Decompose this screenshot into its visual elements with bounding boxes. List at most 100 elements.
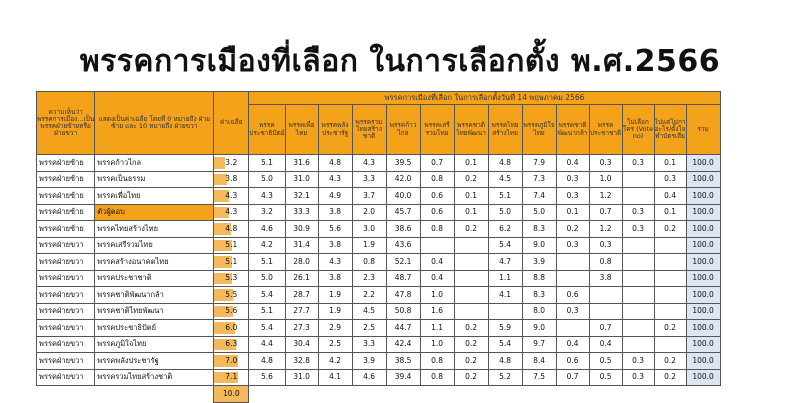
row-value: 5.0 [248,269,286,287]
row-total: 100.0 [685,170,721,188]
row-value: 47.8 [385,286,421,304]
row-side: พรรคฝ่ายขวา [35,253,96,271]
row-value [653,253,687,271]
average-bar [214,371,239,383]
average-value: 4.3 [225,190,238,200]
row-value: 28.0 [284,253,319,271]
row-party: พรรคก้าวไกล [94,154,215,172]
row-value: 5.1 [248,154,286,172]
average-bar [214,256,232,268]
row-value: 4.3 [317,253,353,271]
row-side: พรรคฝ่ายขวา [35,302,96,320]
row-value: 0.5 [588,352,623,370]
row-value [621,302,655,320]
row-value: 4.3 [351,154,387,172]
header-party: พรรคเพื่อไทย [284,104,319,155]
table-row: พรรคฝ่ายขวา พรรคชาติไทยพัฒนา 5.6 5.1 27.7 1.9… [35,302,721,320]
row-value: 5.6 [317,220,353,238]
average-value: 3.2 [225,157,238,167]
row-value: 4.5 [487,170,523,188]
page-title: พรรคการเมืองที่เลือก ในการเลือกตั้ง พ.ศ.… [79,44,721,79]
row-value: 4.8 [487,352,523,370]
row-value: 0.1 [555,203,590,221]
row-value: 30.9 [284,220,319,238]
row-value: 8.3 [521,220,557,238]
average-bar [214,190,229,202]
row-value: 3.8 [588,269,623,287]
row-value: 1.0 [588,170,623,188]
average-bar [214,355,239,367]
row-value: 1.0 [419,335,455,353]
row-value: 2.0 [351,203,387,221]
table-row: พรรคฝ่ายซ้าย ตัวผู้ตอบ 4.3 3.2 33.3 3.8 2.0 45.… [35,203,721,221]
header-party: พรรคพลังประชารัฐ [317,104,353,155]
row-value: 3.3 [351,335,387,353]
row-value: 0.3 [621,220,655,238]
row-value: 28.7 [284,286,319,304]
row-value: 5.4 [248,286,286,304]
row-side: พรรคฝ่ายขวา [35,269,96,287]
row-value: 0.6 [419,187,455,205]
row-value [621,187,655,205]
average-value: 5.3 [225,273,238,283]
row-value: 1.1 [419,319,455,337]
survey-table: ความเห็นว่าพรรคการเมือง...เป็นพรรคฝ่ายซ้… [35,91,721,403]
table-row: พรรคฝ่ายซ้าย พรรคไทยสร้างไทย 4.8 4.6 30.9 5.6… [35,220,721,238]
row-party: พรรคเสรีรวมไทย [94,236,215,254]
row-party: พรรคไทยสร้างไทย [94,220,215,238]
row-value: 0.2 [453,352,489,370]
table-row: พรรคฝ่ายซ้าย พรรคเป็นธรรม 3.8 5.0 31.0 4.3 3.3… [35,170,721,188]
row-value: 0.2 [453,319,489,337]
header-row-1: ความเห็นว่าพรรคการเมือง...เป็นพรรคฝ่ายซ้… [35,91,721,155]
row-value [555,269,590,287]
table-row: พรรคฝ่ายขวา พรรคชาติพัฒนากล้า 5.5 5.4 28.7 1.… [35,286,721,304]
row-value [621,253,655,271]
table-row: พรรคฝ่ายขวา พรรคสร้างอนาคตไทย 5.1 5.1 28.0 4.… [35,253,721,271]
row-party: พรรครวมไทยสร้างชาติ [94,368,215,386]
table-row: พรรคฝ่ายซ้าย พรรคก้าวไกล 3.2 5.1 31.6 4.8 4.3 3… [35,154,721,172]
row-value: 5.4 [248,319,286,337]
average-bar [214,157,226,169]
row-value: 5.1 [487,187,523,205]
row-value: 0.6 [555,352,590,370]
row-value [453,269,489,287]
row-average: 7.1 [213,368,250,386]
row-value: 32.1 [284,187,319,205]
row-value: 0.2 [653,220,687,238]
row-value: 2.3 [351,269,387,287]
average-bar [214,239,232,251]
row-value: 0.8 [419,170,455,188]
row-total: 100.0 [685,220,721,238]
average-value: 5.6 [225,306,238,316]
row-value: 0.7 [588,319,623,337]
row-value: 27.7 [284,302,319,320]
row-value: 3.3 [351,170,387,188]
row-value [487,302,523,320]
row-value: 0.3 [588,154,623,172]
header-party: พรรคประชาชาติ [588,104,623,155]
average-bar [214,338,236,350]
row-value: 5.4 [487,335,523,353]
row-value: 26.1 [284,269,319,287]
row-value: 39.4 [385,368,421,386]
row-average: 4.3 [213,187,250,205]
row-total: 100.0 [685,319,721,337]
row-value: 0.8 [419,220,455,238]
row-value: 4.4 [248,335,286,353]
average-bar [214,173,228,185]
row-value: 5.0 [248,170,286,188]
row-value [588,302,623,320]
row-value: 0.3 [555,302,590,320]
row-value [653,286,687,304]
header-side: ความเห็นว่าพรรคการเมือง...เป็นพรรคฝ่ายซ้… [35,91,96,155]
average-value: 4.3 [225,207,238,217]
row-value: 8.0 [521,302,557,320]
row-value: 0.3 [653,170,687,188]
row-value: 1.9 [351,236,387,254]
row-value: 7.3 [521,170,557,188]
row-value: 39.5 [385,154,421,172]
row-value: 0.3 [621,368,655,386]
row-average: 5.1 [213,253,250,271]
row-value: 0.8 [351,253,387,271]
row-average: 6.0 [213,319,250,337]
